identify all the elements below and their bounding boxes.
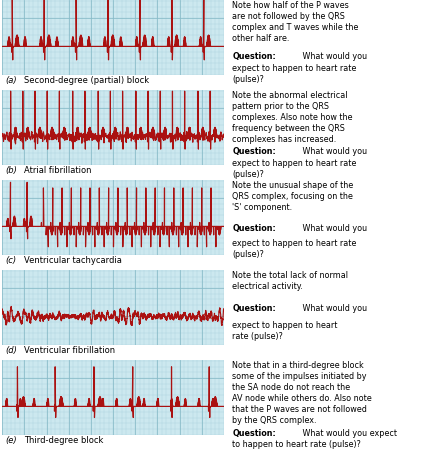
Text: Atrial fibrillation: Atrial fibrillation bbox=[25, 166, 92, 176]
Text: (c): (c) bbox=[6, 256, 17, 266]
Text: Question:: Question: bbox=[232, 52, 276, 61]
Text: (a): (a) bbox=[6, 76, 17, 86]
Text: What would you: What would you bbox=[300, 52, 367, 61]
Text: (b): (b) bbox=[6, 166, 18, 176]
Text: What would you: What would you bbox=[300, 148, 367, 157]
Text: Note the unusual shape of the
QRS complex, focusing on the
'S' component.: Note the unusual shape of the QRS comple… bbox=[232, 181, 353, 212]
Text: Question:: Question: bbox=[232, 429, 276, 438]
Text: Question:: Question: bbox=[232, 224, 276, 233]
Text: Question:: Question: bbox=[232, 148, 276, 157]
Text: Third-degree block: Third-degree block bbox=[25, 436, 103, 446]
Text: Note how half of the P waves
are not followed by the QRS
complex and T waves whi: Note how half of the P waves are not fol… bbox=[232, 1, 358, 43]
Text: Second-degree (partial) block: Second-degree (partial) block bbox=[25, 76, 149, 86]
Text: What would you: What would you bbox=[300, 304, 367, 313]
Text: (d): (d) bbox=[6, 346, 18, 356]
Text: What would you: What would you bbox=[300, 224, 367, 233]
Text: Ventricular tachycardia: Ventricular tachycardia bbox=[25, 256, 122, 266]
Text: What would you expect: What would you expect bbox=[300, 429, 396, 438]
Text: Ventricular fibrillation: Ventricular fibrillation bbox=[25, 346, 115, 356]
Text: (e): (e) bbox=[6, 436, 17, 446]
Text: Note the total lack of normal
electrical activity.: Note the total lack of normal electrical… bbox=[232, 271, 348, 291]
Text: expect to happen to heart
rate (pulse)?: expect to happen to heart rate (pulse)? bbox=[232, 321, 337, 341]
Text: expect to happen to heart rate
(pulse)?: expect to happen to heart rate (pulse)? bbox=[232, 64, 356, 84]
Text: to happen to heart rate (pulse)?: to happen to heart rate (pulse)? bbox=[232, 440, 360, 449]
Text: Note that in a third-degree block
some of the impulses initiated by
the SA node : Note that in a third-degree block some o… bbox=[232, 361, 371, 425]
Text: Question:: Question: bbox=[232, 304, 276, 313]
Text: expect to happen to heart rate
(pulse)?: expect to happen to heart rate (pulse)? bbox=[232, 238, 356, 259]
Text: Note the abnormal electrical
pattern prior to the QRS
complexes. Also note how t: Note the abnormal electrical pattern pri… bbox=[232, 91, 352, 144]
Text: expect to happen to heart rate
(pulse)?: expect to happen to heart rate (pulse)? bbox=[232, 159, 356, 179]
